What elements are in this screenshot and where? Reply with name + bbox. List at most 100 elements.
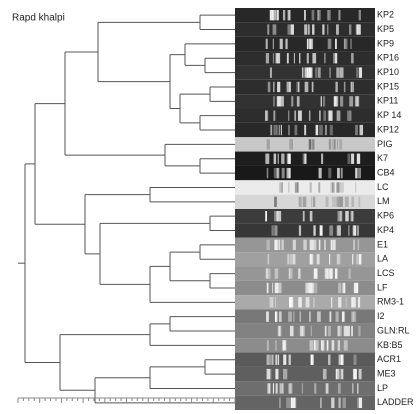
gel-band <box>308 110 311 121</box>
gel-band <box>351 254 354 265</box>
gel-band <box>329 311 332 322</box>
gel-band <box>313 297 315 308</box>
gel-band <box>267 268 271 279</box>
gel-band <box>329 225 334 236</box>
gel-band <box>349 110 352 121</box>
gel-band <box>334 268 338 279</box>
gel-band <box>328 139 331 150</box>
gel-band <box>308 139 313 150</box>
gel-band <box>275 124 278 136</box>
gel-band <box>348 24 352 35</box>
gel-band <box>357 397 361 408</box>
gel-lane <box>235 94 375 109</box>
gel-band <box>318 167 322 179</box>
gel-band <box>266 239 270 251</box>
gel-band <box>281 182 284 193</box>
gel-band <box>338 282 342 294</box>
gel-band <box>350 81 352 93</box>
lane-label: KP12 <box>377 124 399 134</box>
gel-band <box>311 38 313 50</box>
gel-band <box>313 225 316 236</box>
gel-band <box>303 239 307 251</box>
gel-band <box>311 254 314 265</box>
gel-band <box>276 211 279 222</box>
lane-label: K7 <box>377 153 388 163</box>
gel-lane <box>235 165 375 181</box>
lane-label: KP11 <box>377 96 398 106</box>
gel-band <box>304 67 307 78</box>
gel-band <box>266 340 269 351</box>
gel-band <box>356 282 359 294</box>
gel-band <box>343 325 347 337</box>
gel-band <box>272 383 275 394</box>
gel-band <box>281 167 285 179</box>
gel-band <box>315 67 318 78</box>
lane-label: KP5 <box>377 24 394 34</box>
gel-band <box>291 397 296 408</box>
gel-band <box>293 53 295 64</box>
gel-band <box>306 53 309 64</box>
gel-band <box>349 96 354 107</box>
gel-lane <box>235 252 375 267</box>
gel-band <box>343 38 346 50</box>
gel-band <box>265 268 268 279</box>
gel-band <box>288 10 291 21</box>
gel-band <box>332 397 335 408</box>
gel-band <box>288 268 291 279</box>
gel-band <box>276 96 279 107</box>
gel-band <box>265 211 268 222</box>
gel-band <box>351 53 354 64</box>
gel-band <box>289 297 294 308</box>
gel-band <box>327 10 329 21</box>
gel-band <box>336 24 339 35</box>
gel-band <box>293 311 295 322</box>
gel-band <box>298 225 302 236</box>
gel-band <box>266 311 269 322</box>
gel-band <box>298 268 300 279</box>
gel-band <box>269 297 273 308</box>
gel-band <box>328 110 333 121</box>
gel-band <box>312 139 315 150</box>
gel-band <box>278 239 281 251</box>
gel-band <box>308 282 313 294</box>
gel-band <box>338 297 342 308</box>
gel-band <box>269 354 274 365</box>
gel-band <box>289 139 293 150</box>
lane-label: KP16 <box>377 53 399 63</box>
gel-lane <box>235 323 375 339</box>
gel-band <box>305 282 310 294</box>
gel-band <box>288 110 290 121</box>
lane-label: KB:B5 <box>377 340 403 350</box>
gel-band <box>283 368 286 380</box>
gel-band <box>338 354 343 365</box>
gel-lane <box>235 381 375 396</box>
gel-band <box>348 268 351 279</box>
gel-band <box>287 10 291 21</box>
gel-lane <box>235 180 375 195</box>
gel-band <box>312 196 316 207</box>
lane-label: ACR1 <box>377 354 401 364</box>
gel-band <box>357 225 359 236</box>
gel-band <box>312 139 315 150</box>
gel-band <box>312 53 317 64</box>
gel-band <box>302 211 305 222</box>
lane-label: I2 <box>377 311 385 321</box>
gel-band <box>319 110 321 121</box>
gel-band <box>282 10 286 21</box>
gel-band <box>273 110 276 121</box>
gel-band <box>335 311 339 322</box>
gel-band <box>328 354 331 365</box>
gel-band <box>327 38 332 50</box>
gel-band <box>339 397 341 408</box>
gel-band <box>268 368 272 380</box>
gel-band <box>324 53 326 64</box>
gel-band <box>308 139 312 150</box>
lane-label: CB4 <box>377 167 395 177</box>
gel-band <box>286 167 290 179</box>
gel-band <box>297 182 299 193</box>
gel-band <box>356 67 359 78</box>
gel-band <box>267 254 270 265</box>
gel-band <box>266 354 270 365</box>
gel-band <box>313 196 315 207</box>
gel-band <box>267 81 271 93</box>
